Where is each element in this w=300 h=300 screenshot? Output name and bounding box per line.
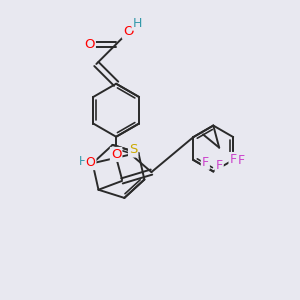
Text: H: H [133, 17, 142, 30]
Text: F: F [230, 153, 237, 166]
Text: O: O [84, 38, 95, 51]
Text: O: O [111, 148, 122, 161]
Text: O: O [85, 156, 95, 169]
Text: H: H [79, 155, 87, 168]
Text: F: F [238, 154, 245, 166]
Text: O: O [123, 25, 133, 38]
Text: F: F [202, 156, 209, 169]
Text: F: F [216, 159, 223, 172]
Text: S: S [129, 143, 137, 157]
